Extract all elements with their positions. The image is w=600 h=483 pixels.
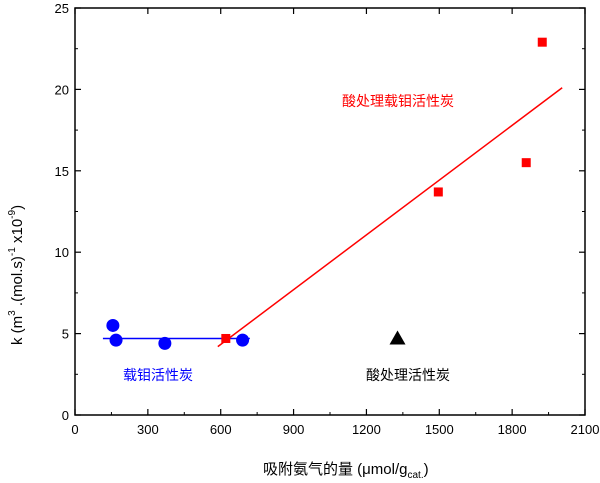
series-label-red: 酸处理载钼活性炭: [342, 93, 454, 109]
x-tick-label: 900: [283, 422, 305, 437]
y-tick-label: 0: [62, 408, 69, 423]
y-tick-label: 20: [55, 82, 69, 97]
x-tick-label: 1800: [498, 422, 527, 437]
plot-frame: [74, 7, 586, 416]
x-tick-label: 2100: [571, 422, 600, 437]
fit-line: [217, 87, 563, 348]
y-axis-label: k (m3 .(mol.s)-1 x10-9): [7, 205, 26, 345]
x-tick-label: 1200: [352, 422, 381, 437]
x-axis-label: 吸附氨气的量 (μmol/gcat.): [263, 461, 429, 481]
data-point: [537, 37, 547, 47]
x-tick-label: 600: [210, 422, 232, 437]
series-label-black: 酸处理活性炭: [366, 367, 450, 383]
data-point: [433, 187, 443, 197]
y-tick-label: 10: [55, 245, 69, 260]
data-point: [236, 333, 250, 347]
series-label-blue: 载钼活性炭: [123, 367, 193, 383]
data-point: [109, 333, 123, 347]
data-point: [158, 336, 172, 350]
y-tick-label: 15: [55, 164, 69, 179]
data-point: [521, 158, 531, 168]
data-point: [389, 330, 406, 345]
data-point: [106, 318, 120, 332]
data-point: [221, 333, 231, 343]
y-tick-label: 25: [55, 1, 69, 16]
x-tick-label: 1500: [425, 422, 454, 437]
y-tick-label: 5: [62, 327, 69, 342]
x-tick-label: 0: [71, 422, 78, 437]
x-tick-label: 300: [137, 422, 159, 437]
